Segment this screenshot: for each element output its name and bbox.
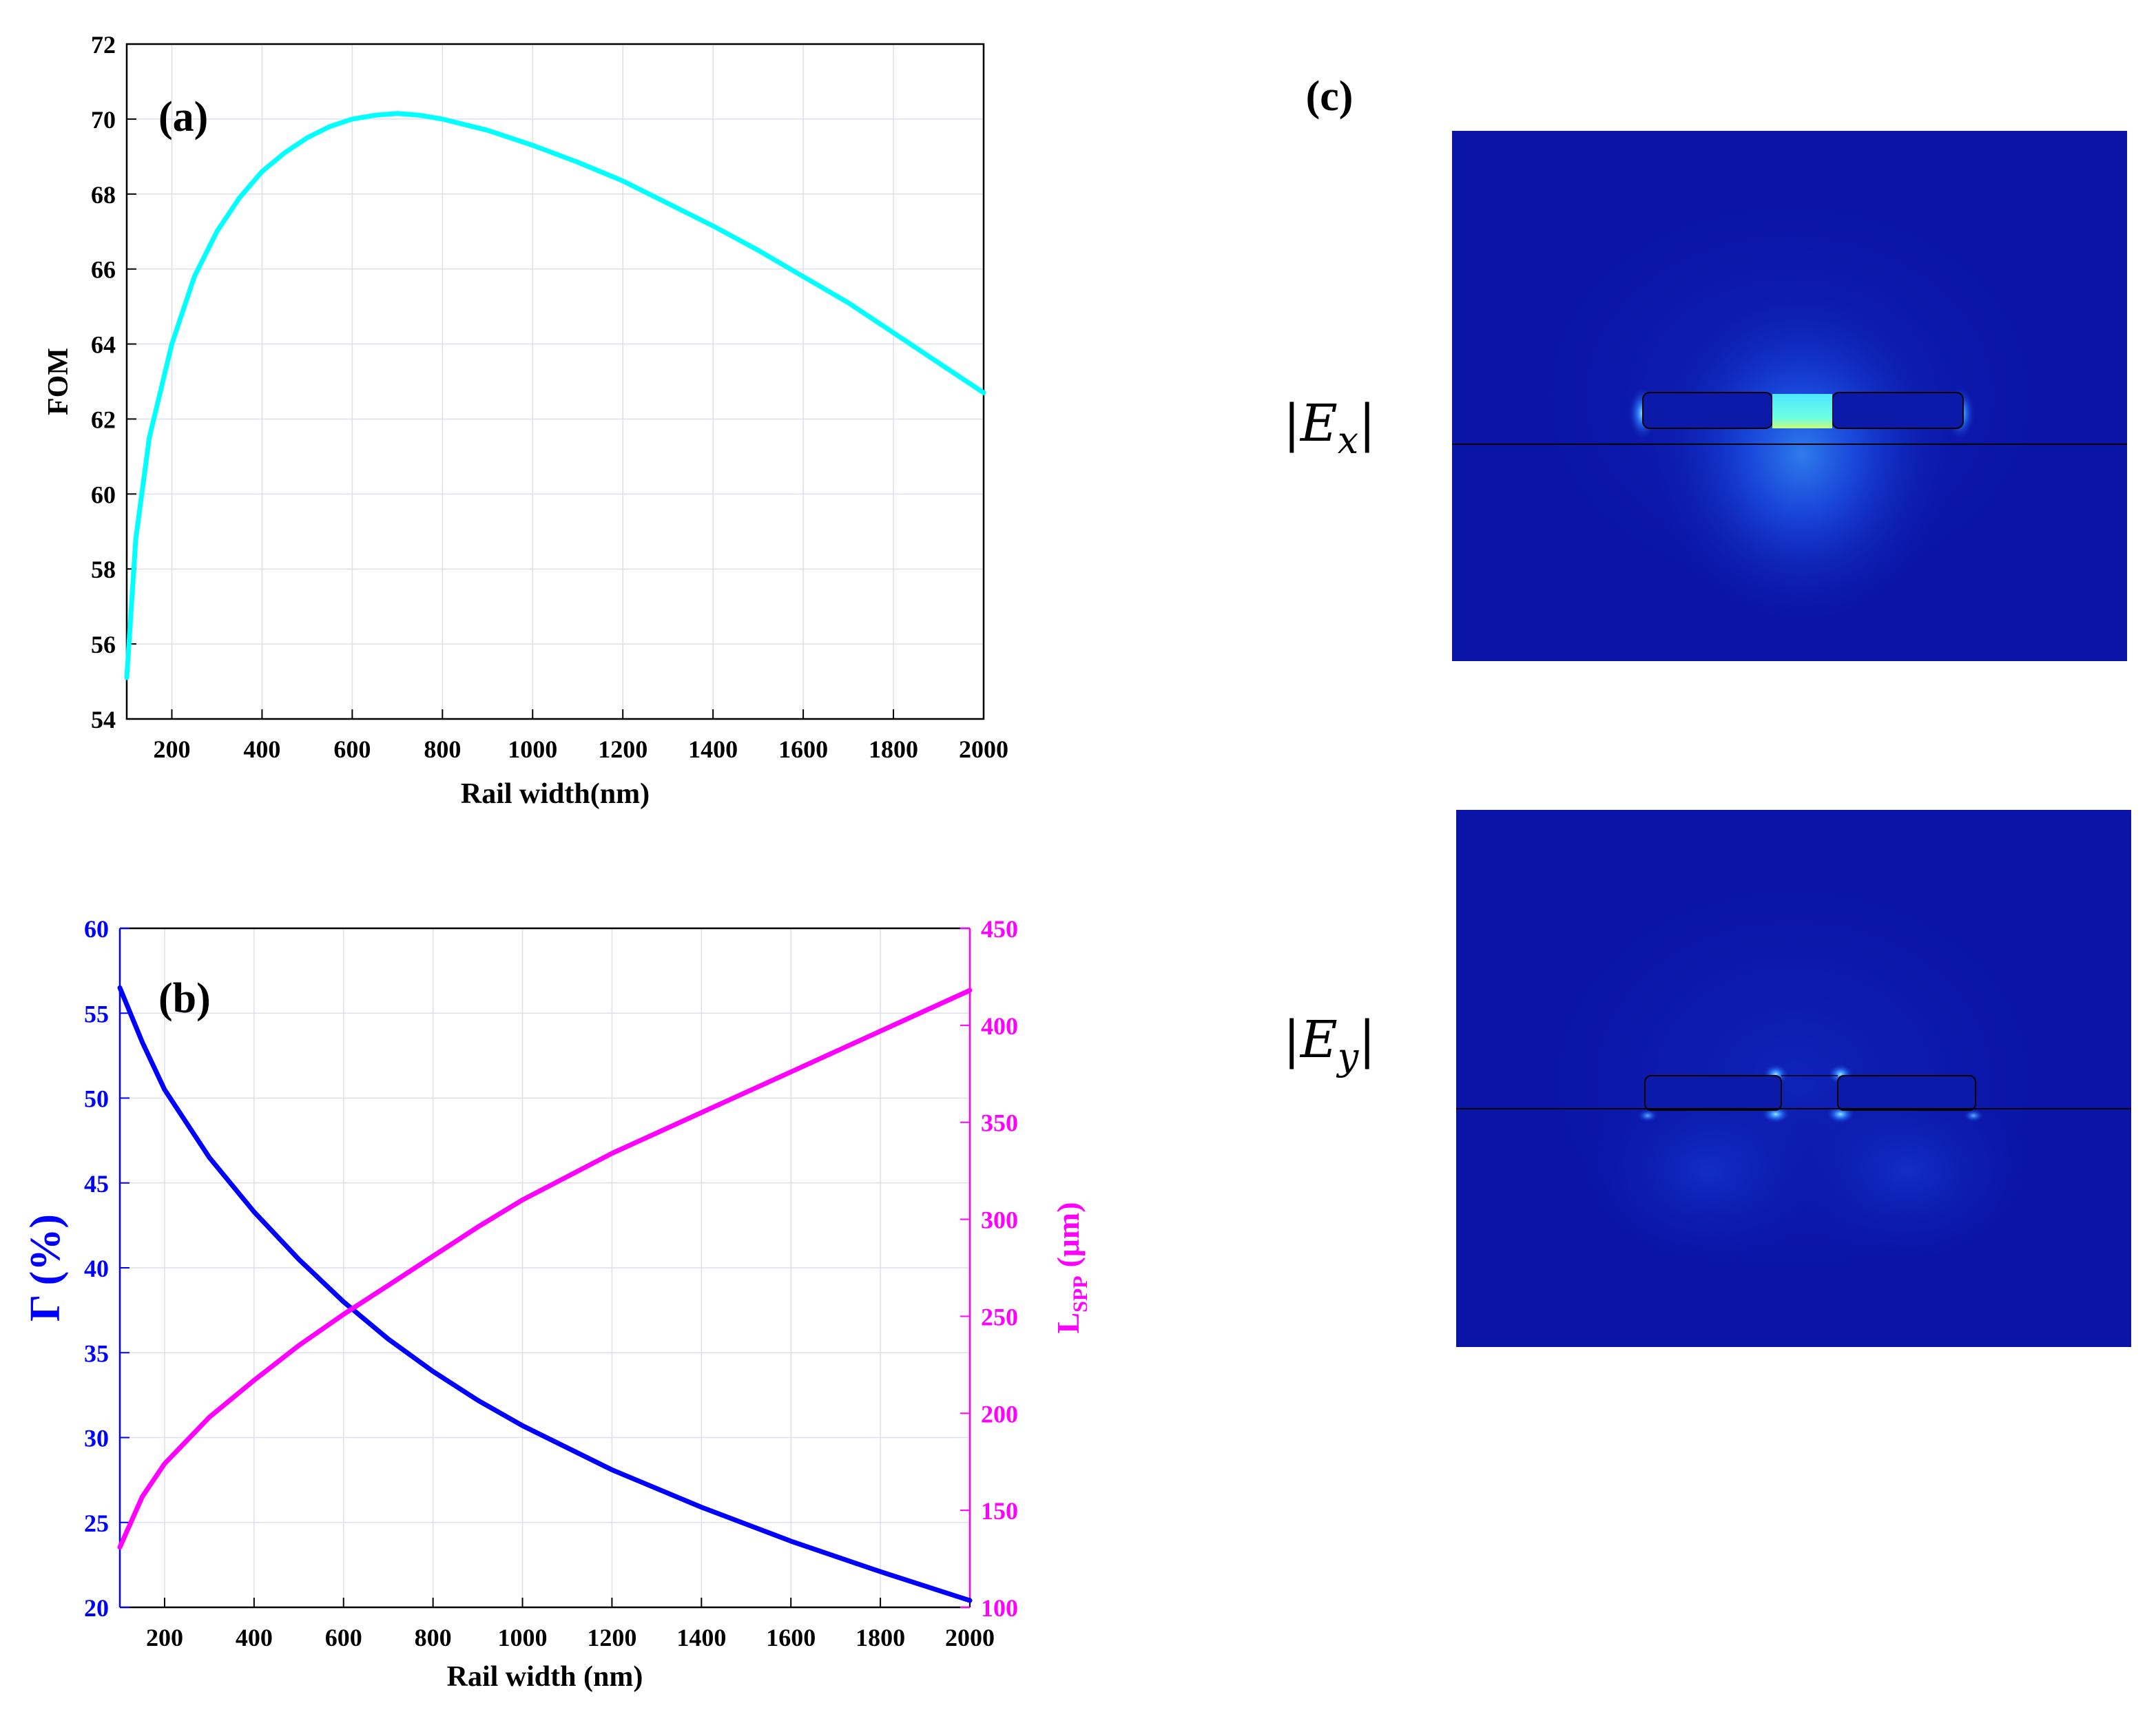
gamma-y-tick-label: 25 <box>84 1510 109 1537</box>
gamma-y-tick-label: 40 <box>84 1255 109 1282</box>
gamma-lspp-x-tick-label: 400 <box>236 1624 273 1651</box>
fom-x-tick-label: 1600 <box>778 735 828 763</box>
fom-x-tick-label: 400 <box>243 735 280 763</box>
gamma-lspp-x-tick-label: 1200 <box>587 1624 636 1651</box>
fom-chart: 200 400 600 800 1000 1200 1400 1600 1800 2000 54 56… <box>43 31 1008 810</box>
gamma-y-tick-label: 45 <box>84 1170 109 1198</box>
gamma-y-tick-label: 60 <box>84 915 109 943</box>
ex-label-main: E <box>1299 394 1338 453</box>
fom-y-tick-label: 70 <box>91 106 116 134</box>
lspp-label-unit: (μm) <box>1050 1202 1086 1267</box>
lspp-y-tick-label: 150 <box>981 1497 1018 1525</box>
ey-hotspot-6 <box>1962 1109 1984 1123</box>
lspp-y-tick-label: 400 <box>981 1012 1018 1040</box>
fom-y-tick-label: 64 <box>91 331 116 359</box>
ex-label-sub: x <box>1338 419 1358 462</box>
fom-x-tick-label: 200 <box>153 735 190 763</box>
ey-label-sub: y <box>1336 1035 1360 1078</box>
gamma-lspp-x-tick-label: 200 <box>146 1624 183 1651</box>
gamma-y-axis-label: Γ (%) <box>22 1214 69 1322</box>
ex-left-rail <box>1642 392 1773 429</box>
fom-x-tick-label: 600 <box>333 735 371 763</box>
gamma-y-tick-label: 30 <box>84 1425 109 1452</box>
ex-right-rail <box>1832 392 1964 429</box>
ey-right-rail <box>1837 1075 1976 1111</box>
fom-y-tick-label: 58 <box>91 556 116 583</box>
confinement-propagation-chart: 200 400 600 800 1000 1200 1400 1600 1800 2000 20 25… <box>22 915 1092 1693</box>
ex-hotspot-glow <box>1644 275 1960 634</box>
gamma-lspp-series <box>117 985 973 1603</box>
gamma-lspp-grid <box>120 928 971 1608</box>
lspp-y-axis-label: LSPP (μm) <box>1050 1202 1092 1333</box>
lspp-label-sub: SPP <box>1069 1276 1092 1313</box>
lspp-label-main: L <box>1050 1313 1086 1334</box>
ey-left-rail <box>1644 1075 1782 1111</box>
fom-y-tick-label: 72 <box>91 31 116 59</box>
fom-x-tick-label: 1200 <box>598 735 647 763</box>
lspp-y-tick-label: 300 <box>981 1207 1018 1234</box>
gamma-lspp-x-tick-label: 1800 <box>856 1624 905 1651</box>
fom-plot-frame <box>125 43 985 720</box>
ex-field-label: |Ex| <box>1283 394 1376 462</box>
gamma-lspp-x-tick-label: 1600 <box>766 1624 816 1651</box>
field-maps: (c) |Ex| <box>1283 73 2131 1347</box>
fom-y-tick-label: 62 <box>91 406 116 433</box>
gamma-lspp-x-tick-label: 1400 <box>676 1624 726 1651</box>
fom-x-tick-label: 1000 <box>508 735 557 763</box>
ey-abs-left: | <box>1283 1010 1300 1069</box>
fom-y-tick-label: 66 <box>91 256 116 284</box>
lspp-y-tick-label: 450 <box>981 915 1018 943</box>
fom-x-tick-label: 800 <box>424 735 461 763</box>
gamma-lspp-plot-frame <box>118 927 971 1609</box>
fom-x-tick-label: 1800 <box>869 735 918 763</box>
ex-gap-hotspot <box>1772 394 1832 428</box>
ey-field-label: |Ey| <box>1283 1010 1376 1078</box>
gamma-y-tick-label: 50 <box>84 1085 109 1113</box>
ey-label-main: E <box>1299 1010 1338 1069</box>
panel-label-b: (b) <box>158 975 211 1022</box>
fom-y-tick-label: 56 <box>91 631 116 658</box>
lspp-line <box>117 988 973 1550</box>
fom-y-tick-label: 60 <box>91 481 116 508</box>
ey-abs-right: | <box>1358 1010 1376 1069</box>
lspp-y-tick-label: 350 <box>981 1109 1018 1137</box>
ex-field-map: |Ex| <box>1283 131 2127 661</box>
ex-abs-right: | <box>1358 394 1376 453</box>
lspp-y-tick-label: 200 <box>981 1400 1018 1428</box>
fom-ticks: 200 400 600 800 1000 1200 1400 1600 1800 2000 54 56… <box>91 31 1008 763</box>
lspp-y-tick-label: 250 <box>981 1303 1018 1330</box>
panel-label-a: (a) <box>158 94 208 140</box>
gamma-lspp-ticks: 200 400 600 800 1000 1200 1400 1600 1800 2000 20 25… <box>84 915 1018 1651</box>
fom-x-tick-label: 2000 <box>959 735 1008 763</box>
ey-hotspot-5 <box>1637 1109 1659 1123</box>
fom-grid <box>127 43 984 720</box>
gamma-y-tick-label: 20 <box>84 1594 109 1622</box>
gamma-y-tick-label: 55 <box>84 1000 109 1027</box>
gamma-lspp-x-tick-label: 1000 <box>498 1624 548 1651</box>
gamma-line <box>117 985 973 1603</box>
fom-x-axis-label: Rail width(nm) <box>461 778 650 810</box>
gamma-lspp-x-tick-label: 600 <box>325 1624 362 1651</box>
ey-field-map: |Ey| <box>1283 810 2131 1347</box>
panel-label-c: (c) <box>1306 73 1354 120</box>
fom-x-tick-label: 1400 <box>688 735 738 763</box>
fom-series <box>124 111 986 680</box>
fom-y-axis-label: FOM <box>43 348 74 415</box>
gamma-y-tick-label: 35 <box>84 1339 109 1367</box>
gamma-lspp-x-axis-label: Rail width (nm) <box>447 1661 643 1693</box>
ey-map-ambient <box>1456 810 2131 1347</box>
gamma-lspp-x-tick-label: 800 <box>415 1624 452 1651</box>
fom-y-tick-label: 68 <box>91 181 116 209</box>
gamma-lspp-x-tick-label: 2000 <box>945 1624 995 1651</box>
fom-line <box>124 111 986 680</box>
ex-abs-left: | <box>1283 394 1300 453</box>
fom-y-tick-label: 54 <box>91 706 116 733</box>
lspp-y-tick-label: 100 <box>981 1594 1018 1622</box>
